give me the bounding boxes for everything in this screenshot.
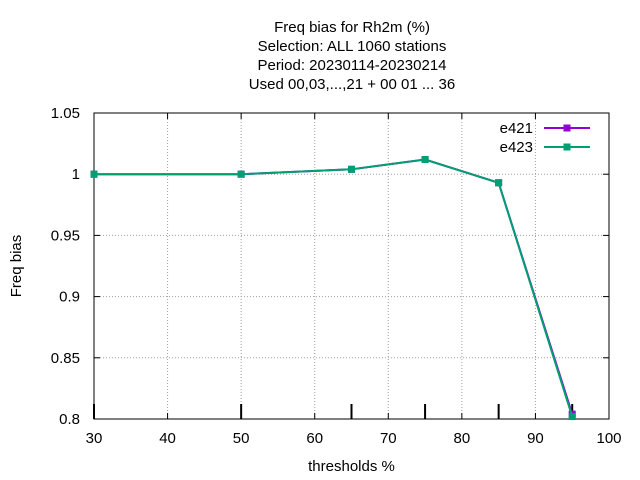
legend-swatch-marker (563, 124, 571, 132)
y-tick-label: 1.05 (51, 105, 80, 122)
legend: e421 e423 (500, 120, 590, 156)
chart-title: Freq bias for Rh2m (%) Selection: ALL 106… (249, 19, 455, 93)
x-tick-label: 30 (86, 430, 103, 447)
x-tick-label: 40 (159, 430, 176, 447)
title-line: Period: 20230114-20230214 (257, 57, 446, 74)
data-point-e423 (348, 165, 355, 173)
data-point-e423 (495, 179, 503, 187)
threshold-markers (93, 404, 574, 419)
series-line-e423 (94, 158, 574, 417)
x-tick-label: 60 (306, 430, 323, 447)
legend-label: e421 (500, 120, 533, 137)
plot-frame (93, 112, 610, 420)
title-line: Used 00,03,...,21 + 00 01 ... 36 (249, 76, 455, 93)
grid-lines (94, 113, 609, 419)
legend-label: e423 (500, 139, 533, 156)
axis-ticks: 30 40 50 60 70 80 90 100 0.8 0.85 0.9 0.95 1 1.05 (51, 105, 622, 447)
data-point-e423 (568, 413, 576, 421)
title-line: Selection: ALL 1060 stations (258, 38, 447, 55)
series-line-e421 (94, 158, 574, 415)
x-tick-label: 80 (454, 430, 471, 447)
y-tick-label: 0.85 (51, 350, 80, 367)
y-tick-label: 0.9 (59, 289, 80, 306)
x-axis-label: thresholds % (308, 458, 395, 475)
x-tick-label: 100 (596, 430, 621, 447)
y-tick-label: 0.8 (59, 411, 80, 428)
y-axis-label: Freq bias (8, 235, 25, 298)
title-line: Freq bias for Rh2m (%) (274, 19, 430, 36)
data-point-e423 (237, 170, 245, 178)
x-tick-label: 50 (233, 430, 250, 447)
x-tick-label: 70 (380, 430, 397, 447)
y-tick-label: 0.95 (51, 227, 80, 244)
y-tick-label: 1 (72, 166, 80, 183)
data-point-e423 (90, 170, 98, 178)
x-tick-label: 90 (527, 430, 544, 447)
data-series (90, 156, 576, 421)
legend-swatch-marker (563, 143, 571, 151)
data-point-e423 (421, 156, 429, 164)
